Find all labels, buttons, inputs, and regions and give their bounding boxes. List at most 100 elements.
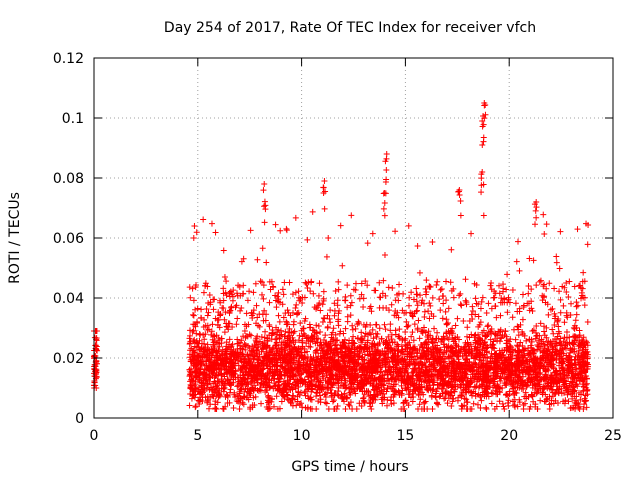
data-point	[578, 391, 585, 398]
data-point	[268, 396, 275, 403]
data-point	[443, 316, 450, 323]
data-point	[94, 347, 101, 354]
data-point	[421, 399, 428, 406]
data-point	[299, 325, 306, 332]
data-point	[237, 307, 244, 314]
data-point	[571, 283, 578, 290]
data-point	[568, 300, 575, 307]
data-point	[438, 285, 445, 292]
data-point	[556, 265, 563, 272]
data-point	[219, 304, 226, 311]
data-point	[259, 245, 266, 252]
data-point	[392, 297, 399, 304]
data-point	[221, 274, 228, 281]
data-point	[246, 288, 253, 295]
data-point	[444, 400, 451, 407]
data-point	[290, 321, 297, 328]
data-point	[553, 253, 560, 260]
data-point	[447, 279, 454, 286]
data-point	[212, 229, 219, 236]
data-point	[404, 323, 411, 330]
data-point	[385, 284, 392, 291]
data-point	[433, 282, 440, 289]
data-point	[321, 315, 328, 322]
data-point	[331, 300, 338, 307]
chart-title: Day 254 of 2017, Rate Of TEC Index for r…	[164, 20, 536, 36]
data-point	[344, 304, 351, 311]
data-point	[443, 297, 450, 304]
data-point	[509, 286, 516, 293]
data-point	[260, 295, 267, 302]
data-point	[567, 405, 574, 412]
data-point	[223, 278, 230, 285]
data-point	[480, 212, 487, 219]
data-point	[483, 310, 490, 317]
data-point	[190, 297, 197, 304]
data-point	[192, 306, 199, 313]
data-point	[565, 398, 572, 405]
data-point	[381, 321, 388, 328]
data-point	[91, 354, 98, 361]
data-point	[573, 303, 580, 310]
data-point	[93, 374, 100, 381]
data-point	[192, 404, 199, 411]
data-point	[186, 402, 193, 409]
data-point	[402, 335, 409, 342]
data-point	[220, 247, 227, 254]
data-point	[463, 399, 470, 406]
data-point	[416, 335, 423, 342]
data-point	[364, 337, 371, 344]
data-point	[564, 391, 571, 398]
data-point	[439, 293, 446, 300]
data-point	[491, 294, 498, 301]
data-point	[458, 302, 465, 309]
data-point	[510, 326, 517, 333]
data-point	[426, 300, 433, 307]
data-point	[559, 283, 566, 290]
data-point	[205, 309, 212, 316]
data-point	[293, 301, 300, 308]
data-point	[240, 282, 247, 289]
data-point	[313, 406, 320, 412]
data-point	[553, 259, 560, 266]
data-point	[226, 336, 233, 343]
data-point	[415, 392, 422, 399]
data-point	[448, 246, 455, 253]
data-point	[395, 314, 402, 321]
data-point	[525, 283, 532, 290]
data-point	[93, 360, 100, 367]
data-point	[405, 222, 412, 229]
data-point	[186, 284, 193, 291]
data-point	[286, 279, 293, 286]
data-point	[413, 285, 420, 292]
data-point	[422, 291, 429, 298]
data-point	[292, 289, 299, 296]
data-point	[319, 318, 326, 325]
data-point	[533, 322, 540, 329]
data-point	[261, 219, 268, 226]
data-point	[392, 228, 399, 235]
data-point	[189, 311, 196, 318]
data-point	[585, 222, 592, 229]
data-point	[425, 328, 432, 335]
data-point	[537, 397, 544, 404]
data-point	[276, 318, 283, 325]
data-point	[525, 290, 532, 297]
data-point	[429, 406, 436, 412]
data-point	[519, 316, 526, 323]
data-point	[537, 277, 544, 284]
data-point	[247, 227, 254, 234]
data-point	[243, 310, 250, 317]
data-point	[483, 406, 490, 412]
data-point	[281, 279, 288, 286]
data-point	[504, 271, 511, 278]
data-point	[434, 278, 441, 285]
data-point	[516, 267, 523, 274]
data-point	[273, 304, 280, 311]
data-point	[251, 342, 258, 349]
data-point	[198, 306, 205, 313]
data-point	[485, 300, 492, 307]
data-point	[320, 288, 327, 295]
data-point	[390, 400, 397, 407]
data-point	[234, 315, 241, 322]
